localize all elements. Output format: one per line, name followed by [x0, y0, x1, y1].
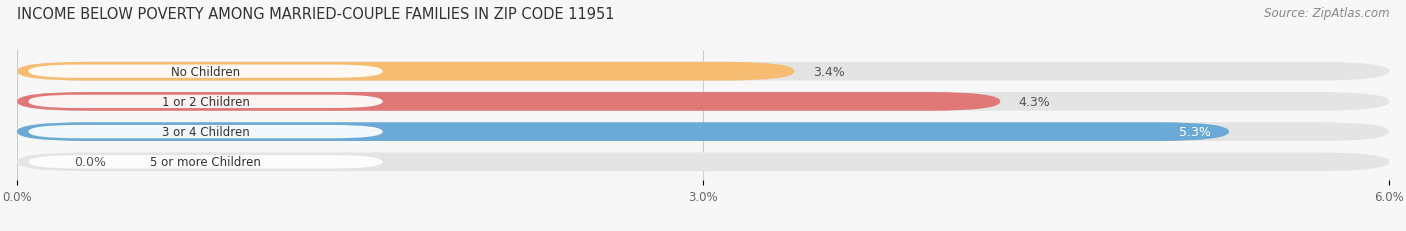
Text: 5.3%: 5.3%: [1178, 126, 1211, 139]
Text: 4.3%: 4.3%: [1018, 95, 1050, 108]
Text: 1 or 2 Children: 1 or 2 Children: [162, 95, 249, 108]
Text: 5 or more Children: 5 or more Children: [150, 156, 262, 169]
FancyBboxPatch shape: [17, 93, 1389, 111]
FancyBboxPatch shape: [17, 93, 1000, 111]
FancyBboxPatch shape: [28, 95, 382, 109]
Text: Source: ZipAtlas.com: Source: ZipAtlas.com: [1264, 7, 1389, 20]
FancyBboxPatch shape: [17, 153, 1389, 171]
FancyBboxPatch shape: [17, 63, 1389, 81]
Text: 0.0%: 0.0%: [75, 156, 105, 169]
Text: 3.4%: 3.4%: [813, 65, 845, 78]
Text: INCOME BELOW POVERTY AMONG MARRIED-COUPLE FAMILIES IN ZIP CODE 11951: INCOME BELOW POVERTY AMONG MARRIED-COUPL…: [17, 7, 614, 22]
FancyBboxPatch shape: [28, 155, 382, 169]
Text: No Children: No Children: [172, 65, 240, 78]
FancyBboxPatch shape: [17, 123, 1389, 141]
FancyBboxPatch shape: [28, 65, 382, 79]
FancyBboxPatch shape: [17, 63, 794, 81]
FancyBboxPatch shape: [17, 123, 1229, 141]
FancyBboxPatch shape: [28, 125, 382, 139]
Text: 3 or 4 Children: 3 or 4 Children: [162, 126, 249, 139]
